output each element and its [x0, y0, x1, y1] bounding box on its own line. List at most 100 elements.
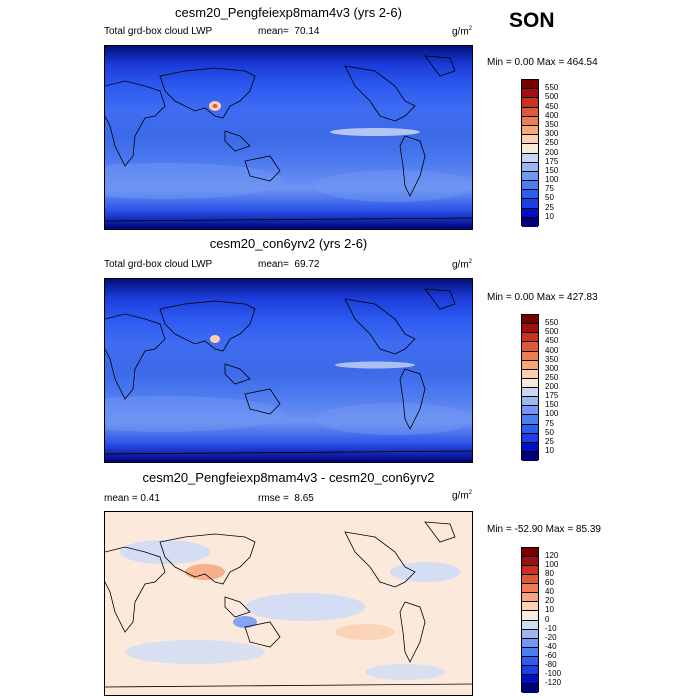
colorbar-tick-label: 400: [545, 345, 559, 355]
colorbar-tick-label: -100: [545, 668, 562, 678]
panel-3-cbar-swatch: [522, 566, 538, 576]
panel-3-cbar-swatch: [522, 548, 538, 558]
panel-3-patch: [125, 640, 265, 664]
colorbar-tick-label: 150: [545, 165, 559, 175]
panel-1-title: cesm20_Pengfeiexp8mam4v3 (yrs 2-6): [175, 5, 402, 20]
panel-3-cbar-swatch: [522, 665, 538, 675]
panel-3-cbar-swatch: [522, 629, 538, 639]
panel-2-cbar-swatch: [522, 315, 538, 325]
panel-3-patch: [185, 564, 225, 580]
panel-2-map-svg: [105, 288, 472, 455]
panel-1-units-text: g/m: [452, 26, 469, 38]
panel-1-variable-label: Total grd-box cloud LWP: [104, 26, 213, 37]
panel-1-cbar-swatch: [522, 208, 538, 218]
season-label: SON: [509, 9, 555, 32]
panel-3-cbar-swatch: [522, 674, 538, 684]
colorbar-tick-label: 100: [545, 560, 559, 570]
panel-1-south-band: [105, 163, 285, 199]
panel-1-cbar-swatch: [522, 107, 538, 117]
panel-1-south-band-2: [315, 170, 472, 202]
panel-3-patch: [120, 540, 210, 564]
colorbar-tick-label: 400: [545, 110, 559, 120]
panel-2-itcz-band: [335, 361, 415, 369]
panel-3-coastlines: [105, 521, 472, 688]
panel-3-cbar-swatch: [522, 584, 538, 594]
panel-2-colorbar: [521, 314, 539, 461]
panel-2-cbar-swatch: [522, 415, 538, 425]
panel-3-cbar-swatch: [522, 620, 538, 630]
panel-3-cbar-swatch: [522, 638, 538, 648]
panel-1-cbar-swatch: [522, 98, 538, 108]
panel-3-units-sup: 2: [468, 490, 473, 496]
colorbar-tick-label: -80: [545, 659, 557, 669]
panel-3-map: [104, 511, 473, 696]
panel-2-units-sup: 2: [468, 259, 473, 265]
panel-2-cbar-swatch: [522, 378, 538, 388]
colorbar-tick-label: 450: [545, 336, 559, 346]
colorbar-tick-label: 550: [545, 83, 559, 93]
panel-2-cbar-swatch: [522, 442, 538, 452]
panel-1-coastlines: [105, 55, 472, 222]
panel-1-stat: mean= 70.14: [258, 26, 319, 37]
panel-1-cbar-swatch: [522, 144, 538, 154]
panel-1-features: [105, 101, 472, 202]
panel-3-cbar-swatch: [522, 557, 538, 567]
colorbar-tick-label: 120: [545, 551, 559, 561]
colorbar-tick-label: 175: [545, 391, 559, 401]
panel-3-features: [105, 512, 472, 695]
panel-1-map: [104, 45, 473, 230]
panel-2-stat-value: 69.72: [294, 259, 320, 270]
panel-3-stat-value: 8.65: [294, 493, 314, 504]
colorbar-tick-label: 60: [545, 578, 554, 588]
panel-2-cbar-swatch: [522, 369, 538, 379]
colorbar-tick-label: 150: [545, 400, 559, 410]
panel-3-mean-label: mean = 0.41: [104, 493, 160, 504]
panel-2-features: [105, 335, 472, 435]
panel-2-cbar-swatch: [522, 324, 538, 334]
panel-3-cbar-swatch: [522, 611, 538, 621]
panel-3-stat-label: rmse =: [258, 493, 289, 504]
panel-1-cbar-swatch: [522, 116, 538, 126]
panel-2-cbar-swatch: [522, 333, 538, 343]
colorbar-tick-label: 10: [545, 605, 554, 615]
panel-1-minmax: Min = 0.00 Max = 464.54: [487, 57, 598, 68]
panel-3-patch: [335, 624, 395, 640]
panel-1-itcz-band: [330, 128, 420, 136]
panel-1-stat-value: 70.14: [294, 26, 320, 37]
colorbar-tick-label: -120: [545, 677, 562, 687]
panel-3-cbar-swatch: [522, 683, 538, 693]
panel-1-cbar-swatch: [522, 125, 538, 136]
colorbar-tick-label: 250: [545, 138, 559, 148]
panel-2-cbar-swatch: [522, 360, 538, 370]
panel-2-cbar-swatch: [522, 351, 538, 361]
panel-2-south-band: [105, 396, 285, 432]
panel-2-cbar-swatch: [522, 451, 538, 461]
panel-3-patch: [390, 562, 460, 582]
panel-3-colorbar: [521, 547, 539, 693]
panel-1-cbar-swatch: [522, 153, 538, 163]
colorbar-tick-label: 500: [545, 92, 559, 102]
colorbar-tick-label: 50: [545, 427, 554, 437]
colorbar-tick-label: -10: [545, 623, 557, 633]
panel-2-variable-label: Total grd-box cloud LWP: [104, 259, 213, 270]
panel-1-cbar-swatch: [522, 80, 538, 90]
panel-1-cbar-swatch: [522, 135, 538, 145]
panel-1-map-svg: [105, 55, 472, 222]
colorbar-tick-label: 500: [545, 327, 559, 337]
colorbar-tick-label: 50: [545, 193, 554, 203]
colorbar-tick-label: 75: [545, 418, 554, 428]
panel-2-cbar-swatch: [522, 433, 538, 443]
panel-1-cbar-swatch: [522, 199, 538, 209]
panel-3-minmax: Min = -52.90 Max = 85.39: [487, 524, 601, 535]
colorbar-tick-label: 25: [545, 436, 554, 446]
colorbar-tick-label: 175: [545, 156, 559, 166]
panel-1-hotspot-core: [212, 104, 218, 108]
colorbar-tick-label: 350: [545, 119, 559, 129]
colorbar-tick-label: 100: [545, 409, 559, 419]
colorbar-tick-label: 550: [545, 318, 559, 328]
colorbar-tick-label: -40: [545, 641, 557, 651]
colorbar-tick-label: 250: [545, 372, 559, 382]
colorbar-tick-label: 350: [545, 354, 559, 364]
colorbar-tick-label: 450: [545, 101, 559, 111]
panel-2-south-band-2: [315, 403, 472, 435]
